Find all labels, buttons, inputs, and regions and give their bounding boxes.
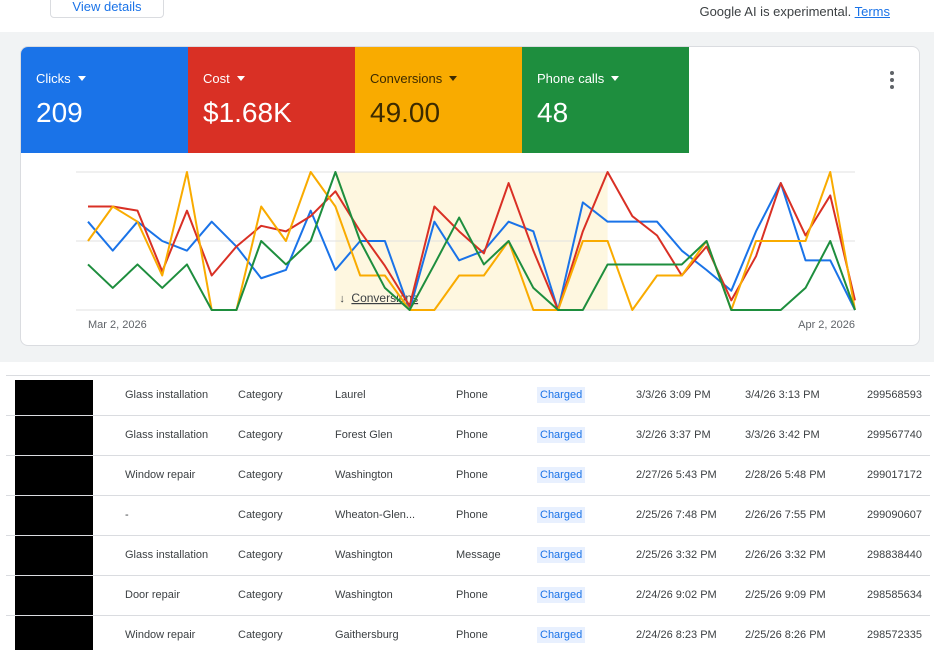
ai-notice: Google AI is experimental. Terms [699, 4, 890, 19]
x-tick-label: Apr 2, 2026 [798, 319, 855, 331]
table-row: Glass installation Category Laurel Phone Cha… [6, 375, 930, 416]
table-cell: Window repair [125, 469, 196, 481]
table-cell: Phone [456, 629, 488, 641]
table-cell: Message [456, 549, 501, 561]
table-cell: Category [238, 389, 283, 401]
table-row: Glass installation Category Washington Mess… [6, 535, 930, 576]
table-row: Window repair Category Washington Phone Char… [6, 455, 930, 496]
table-cell: - [125, 509, 129, 521]
table-cell: 3/3/26 3:09 PM [636, 389, 711, 401]
table-row: Door repair Category Washington Phone Charge… [6, 575, 930, 616]
table-cell: Gaithersburg [335, 629, 399, 641]
table-cell: Phone [456, 469, 488, 481]
table-cell: 2/24/26 8:23 PM [636, 629, 717, 641]
metric-tab[interactable]: Cost $1.68K [188, 47, 355, 153]
table-cell: Laurel [335, 389, 366, 401]
redacted-block [15, 380, 93, 650]
series-line [87, 182, 856, 311]
view-details-button[interactable]: View details [50, 0, 164, 18]
table-cell: 3/2/26 3:37 PM [636, 429, 711, 441]
table-cell: 2/27/26 5:43 PM [636, 469, 717, 481]
table-row: - Category Wheaton-Glen... Phone Charged 2/25… [6, 495, 930, 536]
table-cell: Glass installation [125, 389, 209, 401]
table-row: Glass installation Category Forest Glen Pho… [6, 415, 930, 456]
top-bar: View details Google AI is experimental. … [0, 0, 934, 32]
table-cell: Wheaton-Glen... [335, 509, 416, 521]
table-cell: Category [238, 429, 283, 441]
table-cell: Phone [456, 389, 488, 401]
table-cell: 3/4/26 3:13 PM [745, 389, 820, 401]
table-cell: 2/24/26 9:02 PM [636, 589, 717, 601]
metric-tab[interactable]: Clicks 209 [21, 47, 188, 153]
table-cell: 3/3/26 3:42 PM [745, 429, 820, 441]
table-cell: 298572335 [866, 629, 922, 641]
table-cell: 2/26/26 7:55 PM [745, 509, 826, 521]
table-cell: 298585634 [866, 589, 922, 601]
metric-total: 209 [36, 97, 83, 128]
status-chip: Charged [537, 587, 586, 603]
table-cell: Phone [456, 589, 488, 601]
series-line [87, 171, 856, 311]
table-cell: 299090607 [866, 509, 922, 521]
table-cell: 299567740 [866, 429, 922, 441]
table-cell: Category [238, 509, 283, 521]
table-row: Window repair Category Gaithersburg Phone Ch… [6, 615, 930, 656]
table-cell: Glass installation [125, 549, 209, 561]
more-menu[interactable] [890, 71, 894, 92]
table-cell: Glass installation [125, 429, 209, 441]
table-cell: Phone [456, 429, 488, 441]
table-cell: 2/25/26 9:09 PM [745, 589, 826, 601]
metric-tab[interactable]: Conversions 49.00 [355, 47, 522, 153]
table-cell: 299568593 [866, 389, 922, 401]
metric-name: Conversions [370, 71, 457, 86]
status-chip: Charged [537, 387, 586, 403]
status-chip: Charged [537, 427, 586, 443]
metric-name: Phone calls [537, 71, 619, 86]
metric-name: Clicks [36, 71, 86, 86]
table-cell: 2/25/26 7:48 PM [636, 509, 717, 521]
table-cell: 2/26/26 3:32 PM [745, 549, 826, 561]
status-chip: Charged [537, 507, 586, 523]
table-cell: Forest Glen [335, 429, 393, 441]
table-cell: Phone [456, 509, 488, 521]
metric-total: $1.68K [203, 97, 292, 128]
chart-card: Clicks 209 Cost $1.68K Conversions 49.00 Phone… [20, 46, 920, 346]
table-cell: 2/25/26 3:32 PM [636, 549, 717, 561]
table-cell: Category [238, 629, 283, 641]
terms-link[interactable]: Terms [854, 4, 890, 19]
table-cell: 298838440 [866, 549, 922, 561]
table-cell: 2/28/26 5:48 PM [745, 469, 826, 481]
status-chip: Charged [537, 467, 586, 483]
metric-total: 49.00 [370, 97, 441, 128]
table-cell: Door repair [125, 589, 181, 601]
table-cell: Washington [335, 549, 393, 561]
table-cell: Category [238, 469, 283, 481]
notice-text: Google AI is experimental. [699, 4, 852, 19]
highlight-arrow: ↓ [339, 293, 345, 305]
table-cell: 299017172 [866, 469, 922, 481]
chart: Conversions↓Mar 2, 2026 Apr 2, 2026 [76, 171, 856, 331]
x-tick-label: Mar 2, 2026 [88, 319, 147, 331]
status-chip: Charged [537, 547, 586, 563]
table-cell: Washington [335, 469, 393, 481]
table-cell: Category [238, 549, 283, 561]
metric-name: Cost [203, 71, 245, 86]
table-cell: Window repair [125, 629, 196, 641]
status-chip: Charged [537, 627, 586, 643]
table-cell: Category [238, 589, 283, 601]
metric-total: 48 [537, 97, 569, 128]
table-cell: 2/25/26 8:26 PM [745, 629, 826, 641]
table-cell: Washington [335, 589, 393, 601]
metric-tab[interactable]: Phone calls 48 [522, 47, 689, 153]
